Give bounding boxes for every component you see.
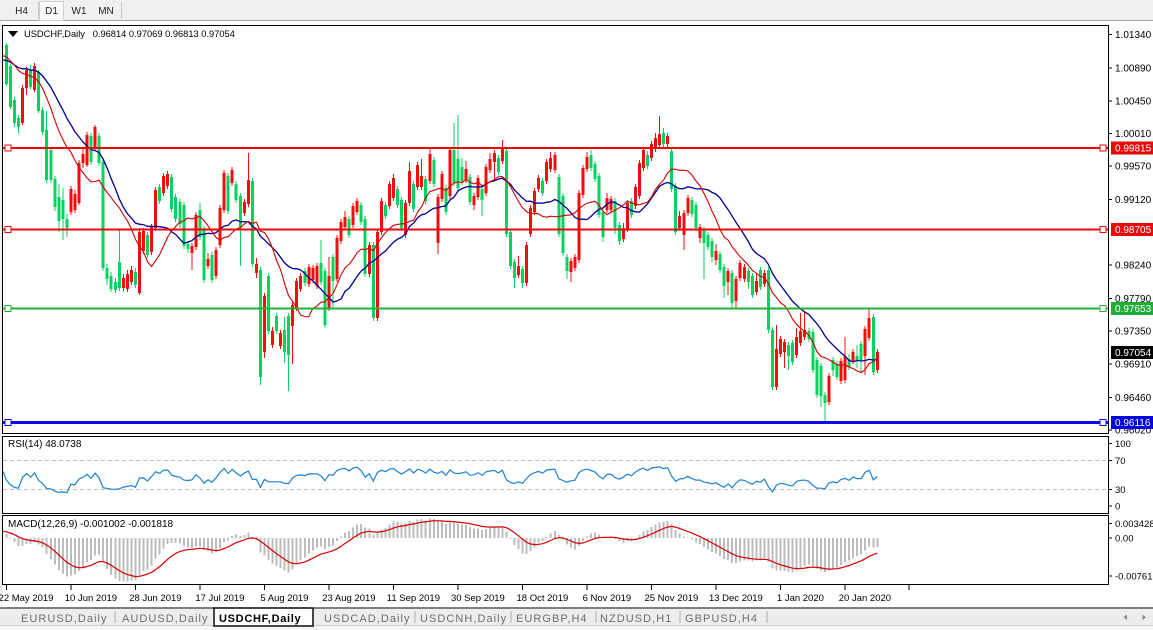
svg-text:1.01340: 1.01340 — [1115, 30, 1152, 41]
svg-text:RSI(14) 48.0738: RSI(14) 48.0738 — [8, 439, 82, 450]
svg-text:0.99815: 0.99815 — [1115, 144, 1152, 155]
svg-text:20 Jan 2020: 20 Jan 2020 — [839, 593, 891, 604]
svg-text:0.96020: 0.96020 — [1115, 426, 1152, 437]
svg-text:EURGBP,H4: EURGBP,H4 — [516, 613, 588, 625]
svg-text:17 Jul 2019: 17 Jul 2019 — [195, 593, 244, 604]
svg-text:0.99120: 0.99120 — [1115, 195, 1152, 206]
svg-text:0.00: 0.00 — [1115, 534, 1134, 545]
svg-text:EURUSD,Daily: EURUSD,Daily — [21, 613, 108, 625]
svg-text:D1: D1 — [45, 6, 58, 17]
svg-text:1.00890: 1.00890 — [1115, 64, 1152, 75]
svg-text:USDCNH,Daily: USDCNH,Daily — [420, 613, 507, 625]
svg-text:0.97350: 0.97350 — [1115, 327, 1152, 338]
svg-text:1.00010: 1.00010 — [1115, 129, 1152, 140]
svg-text:-0.007615: -0.007615 — [1115, 572, 1153, 583]
svg-text:70: 70 — [1115, 456, 1126, 467]
svg-text:GBPUSD,H4: GBPUSD,H4 — [685, 613, 758, 625]
svg-text:25 Nov 2019: 25 Nov 2019 — [644, 593, 698, 604]
svg-text:NZDUSD,H1: NZDUSD,H1 — [600, 613, 672, 625]
svg-text:30: 30 — [1115, 485, 1126, 496]
svg-text:6 Nov 2019: 6 Nov 2019 — [583, 593, 632, 604]
svg-text:USDCHF,Daily: USDCHF,Daily — [219, 613, 302, 625]
svg-text:100: 100 — [1115, 439, 1131, 450]
svg-text:1.00450: 1.00450 — [1115, 96, 1152, 107]
svg-text:22 May 2019: 22 May 2019 — [0, 593, 53, 604]
svg-text:W1: W1 — [72, 6, 87, 17]
svg-text:0.99570: 0.99570 — [1115, 162, 1152, 173]
svg-text:0.96910: 0.96910 — [1115, 359, 1152, 370]
svg-text:0.98705: 0.98705 — [1115, 225, 1152, 236]
svg-text:1 Jan 2020: 1 Jan 2020 — [777, 593, 824, 604]
svg-text:0.96460: 0.96460 — [1115, 393, 1152, 404]
svg-text:0.98240: 0.98240 — [1115, 261, 1152, 272]
svg-text:AUDUSD,Daily: AUDUSD,Daily — [122, 613, 209, 625]
svg-text:MN: MN — [98, 6, 114, 17]
svg-text:30 Sep 2019: 30 Sep 2019 — [451, 593, 505, 604]
svg-text:USDCHF,Daily 0.96814 0.97069: USDCHF,Daily 0.96814 0.97069 0.96813 0.9… — [24, 29, 235, 39]
svg-text:0.97653: 0.97653 — [1115, 304, 1152, 315]
svg-text:11 Sep 2019: 11 Sep 2019 — [387, 593, 440, 604]
svg-text:13 Dec 2019: 13 Dec 2019 — [709, 593, 763, 604]
svg-text:28 Jun 2019: 28 Jun 2019 — [129, 593, 181, 604]
svg-text:H4: H4 — [15, 6, 28, 17]
svg-text:23 Aug 2019: 23 Aug 2019 — [322, 593, 375, 604]
svg-text:0: 0 — [1115, 502, 1120, 513]
svg-text:0.003428: 0.003428 — [1115, 519, 1153, 530]
svg-text:18 Oct 2019: 18 Oct 2019 — [517, 593, 569, 604]
svg-text:10 Jun 2019: 10 Jun 2019 — [65, 593, 117, 604]
svg-text:0.96116: 0.96116 — [1115, 418, 1151, 429]
svg-text:5 Aug 2019: 5 Aug 2019 — [260, 593, 308, 604]
svg-text:0.97054: 0.97054 — [1115, 348, 1152, 359]
svg-text:USDCAD,Daily: USDCAD,Daily — [324, 613, 411, 625]
svg-text:MACD(12,26,9) -0.001002 -0.001: MACD(12,26,9) -0.001002 -0.001818 — [8, 519, 174, 530]
svg-text:0.97790: 0.97790 — [1115, 294, 1152, 305]
